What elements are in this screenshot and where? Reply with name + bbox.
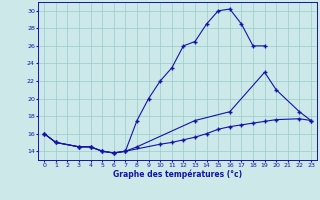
X-axis label: Graphe des températures (°c): Graphe des températures (°c)	[113, 170, 242, 179]
